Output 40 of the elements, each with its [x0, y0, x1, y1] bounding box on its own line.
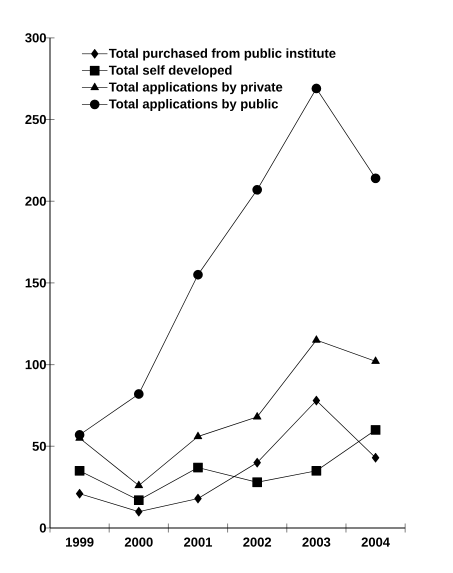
legend-label: Total purchased from public institute	[108, 48, 336, 60]
y-tick-label: 200	[25, 196, 46, 206]
point	[312, 466, 322, 476]
point	[372, 452, 380, 463]
x-tick-label: 2004	[362, 538, 390, 547]
point	[134, 389, 144, 399]
y-tick-label: 100	[26, 360, 46, 370]
point	[74, 430, 84, 440]
y-tick-label: 150	[26, 278, 46, 288]
point	[252, 412, 262, 420]
y-tick-label: 300	[25, 33, 46, 42]
point	[252, 184, 262, 195]
point	[371, 356, 380, 364]
legend-label: Total applications by public	[108, 98, 278, 112]
legend-label: Total applications by private	[108, 82, 282, 94]
point	[74, 466, 84, 476]
x-tick-label: 1999	[66, 538, 94, 547]
point	[370, 425, 380, 435]
point	[194, 494, 202, 504]
y-tick-label: 250	[25, 114, 46, 124]
point	[134, 480, 144, 488]
point	[135, 506, 142, 516]
y-tick-label: 50	[32, 442, 46, 451]
point	[193, 270, 203, 280]
point	[76, 488, 84, 499]
x-tick-label: 2001	[184, 538, 212, 547]
x-tick-label: 2002	[243, 538, 272, 547]
legend-label: Total self developed	[108, 65, 232, 78]
y-tick-label: 0	[40, 523, 46, 533]
point	[252, 477, 262, 488]
point	[193, 462, 203, 472]
point	[134, 495, 144, 506]
point	[370, 174, 380, 184]
x-tick-label: 2000	[124, 538, 153, 547]
point	[312, 396, 320, 406]
point	[312, 335, 321, 343]
x-tick-label: 2003	[302, 538, 330, 547]
point	[194, 432, 202, 440]
point	[253, 458, 261, 468]
point	[312, 84, 322, 94]
